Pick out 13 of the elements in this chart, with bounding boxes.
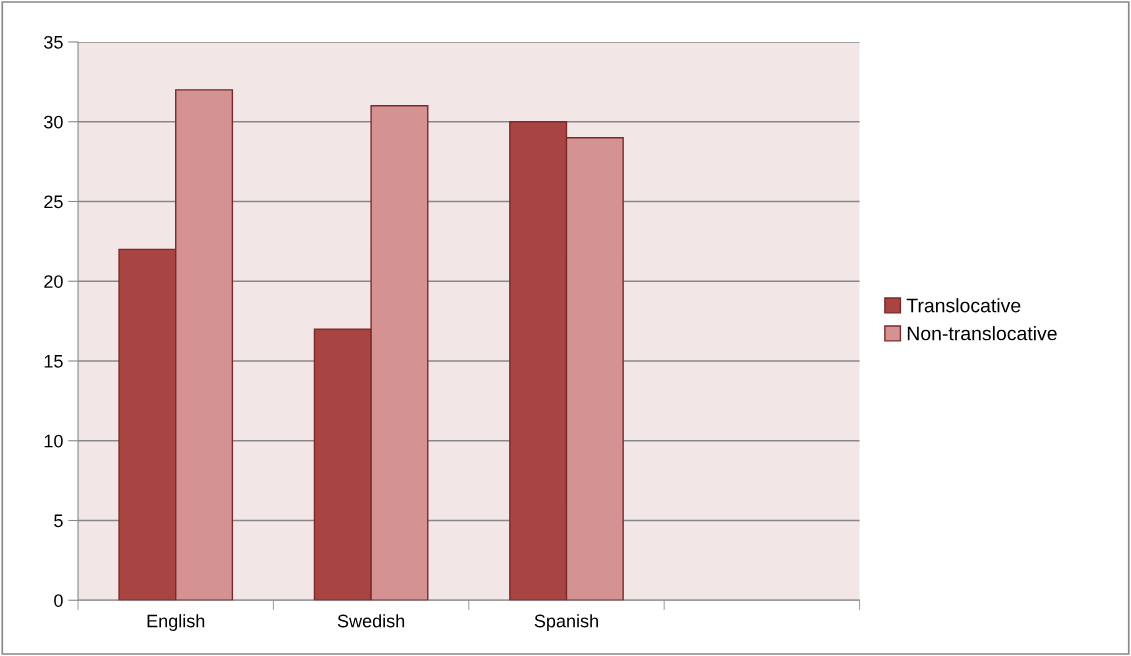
y-tick-label: 20	[44, 275, 63, 288]
x-tick-label: English	[147, 614, 205, 631]
legend-label: Non-translocative	[907, 326, 1057, 341]
y-tick-label: 0	[54, 594, 63, 607]
y-tick-label: 15	[44, 355, 63, 368]
y-tick-label: 10	[44, 434, 63, 448]
y-tick-label: 25	[44, 195, 63, 209]
legend-label: Translocative	[906, 298, 1021, 313]
y-tick-label: 30	[44, 115, 63, 129]
y-tick-label: 35	[44, 35, 63, 49]
x-tick-label: Spanish	[534, 614, 598, 631]
x-tick-label: Swedish	[337, 614, 405, 628]
y-tick-label: 5	[54, 514, 63, 528]
